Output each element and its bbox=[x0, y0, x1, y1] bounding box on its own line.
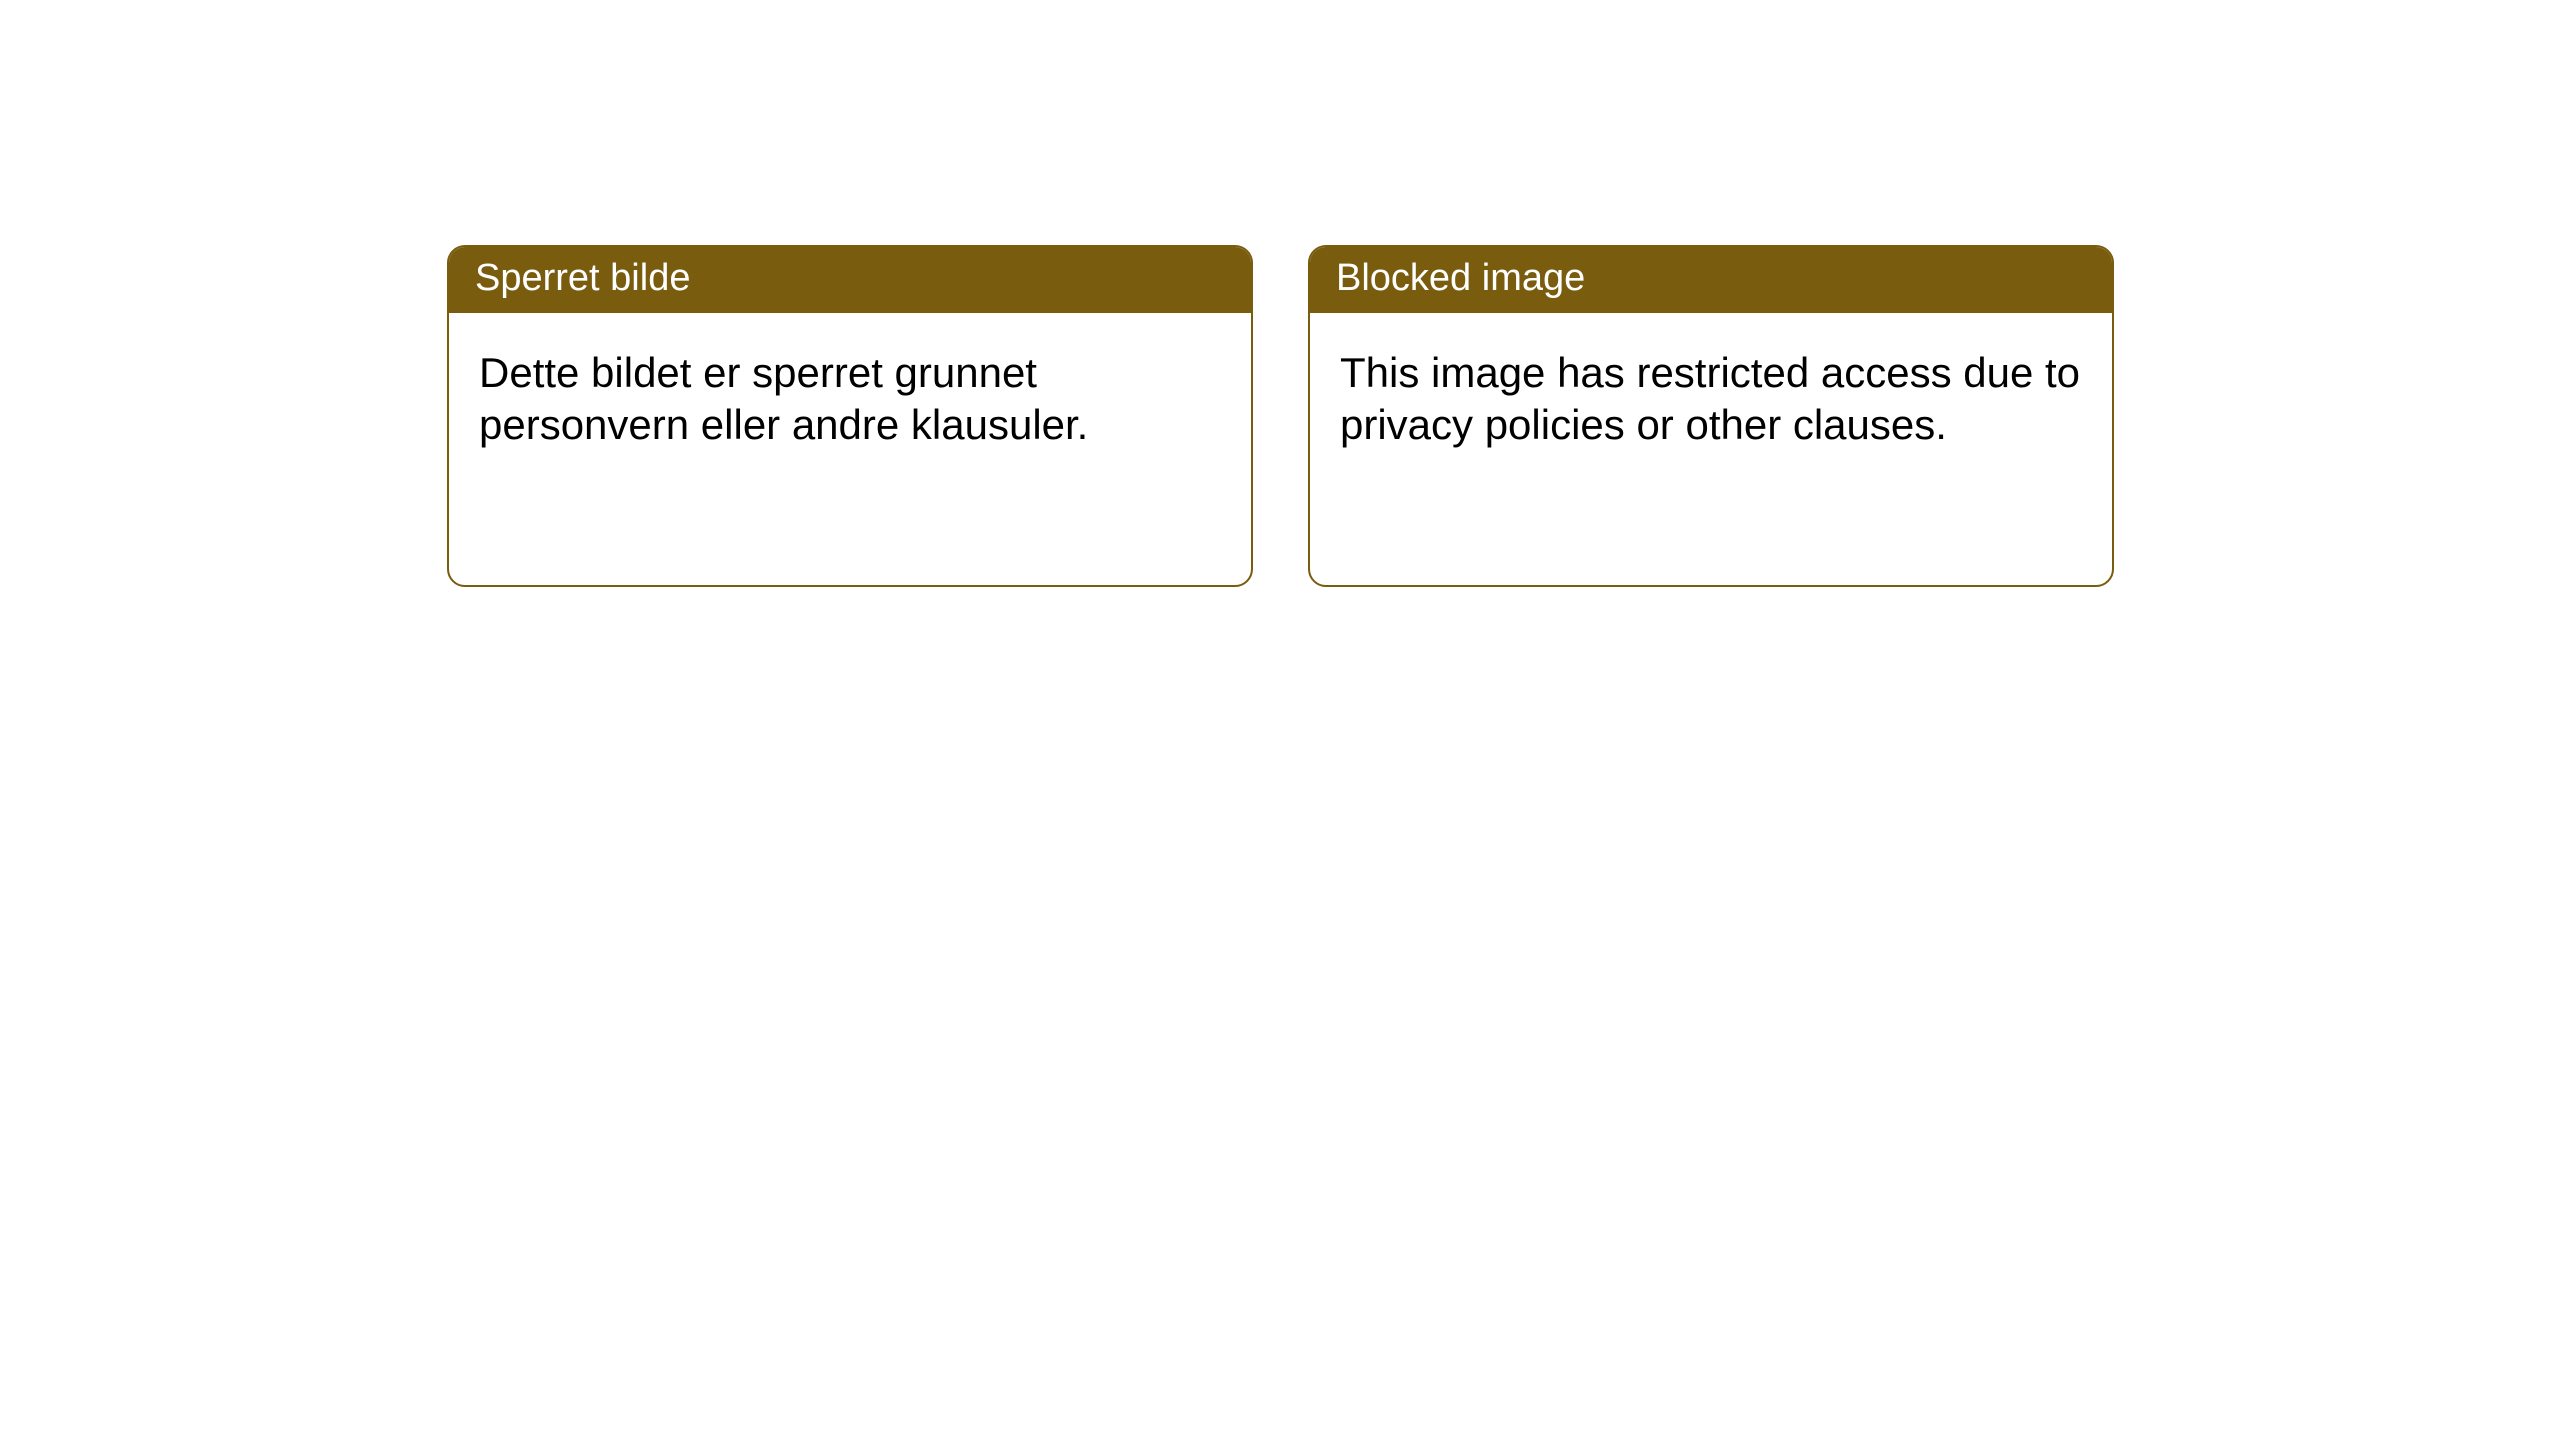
notice-body: This image has restricted access due to … bbox=[1310, 313, 2112, 585]
notice-text: This image has restricted access due to … bbox=[1340, 347, 2082, 451]
notice-header: Blocked image bbox=[1310, 247, 2112, 313]
notice-card-norwegian: Sperret bilde Dette bildet er sperret gr… bbox=[447, 245, 1253, 587]
notice-card-english: Blocked image This image has restricted … bbox=[1308, 245, 2114, 587]
notice-title: Blocked image bbox=[1336, 257, 1585, 299]
notice-text: Dette bildet er sperret grunnet personve… bbox=[479, 347, 1221, 451]
notice-container: Sperret bilde Dette bildet er sperret gr… bbox=[447, 245, 2114, 587]
notice-header: Sperret bilde bbox=[449, 247, 1251, 313]
notice-title: Sperret bilde bbox=[475, 257, 690, 299]
notice-body: Dette bildet er sperret grunnet personve… bbox=[449, 313, 1251, 585]
